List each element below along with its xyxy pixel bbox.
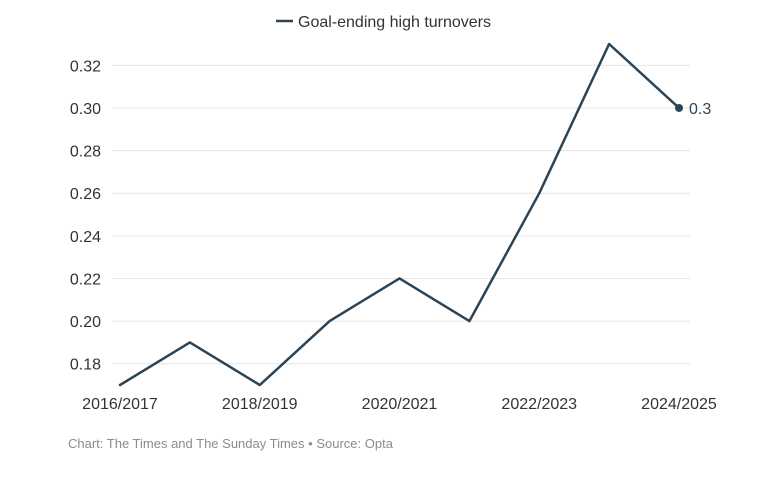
footer-separator: • [308, 436, 313, 451]
y-tick-label: 0.30 [70, 101, 101, 118]
footer-credit: Chart: The Times and The Sunday Times [68, 436, 305, 451]
legend: Goal-ending high turnovers [276, 14, 491, 31]
legend-label: Goal-ending high turnovers [298, 14, 491, 31]
y-tick-label: 0.28 [70, 144, 101, 161]
x-tick-label: 2018/2019 [222, 396, 298, 413]
y-tick-label: 0.32 [70, 58, 101, 75]
y-tick-label: 0.22 [70, 271, 101, 288]
x-axis: 2016/2017 2018/2019 2020/2021 2022/2023 2024… [82, 396, 717, 413]
y-axis: 0.18 0.20 0.22 0.24 0.26 0.28 0.30 0.32 [70, 58, 101, 373]
series-line [118, 42, 681, 387]
y-tick-label: 0.26 [70, 186, 101, 203]
x-tick-label: 2022/2023 [501, 396, 577, 413]
end-value-label: 0.3 [689, 101, 711, 118]
y-tick-label: 0.24 [70, 229, 101, 246]
footer-source: Source: Opta [316, 436, 393, 451]
grid-lines [112, 64, 690, 365]
end-point [675, 103, 683, 112]
y-tick-label: 0.18 [70, 357, 101, 374]
x-tick-label: 2016/2017 [82, 396, 158, 413]
x-tick-label: 2024/2025 [641, 396, 717, 413]
chart-footer: Chart: The Times and The Sunday Times • … [68, 436, 393, 451]
series-layer: 0.3 [118, 42, 711, 387]
x-tick-label: 2020/2021 [362, 396, 438, 413]
y-tick-label: 0.20 [70, 314, 101, 331]
